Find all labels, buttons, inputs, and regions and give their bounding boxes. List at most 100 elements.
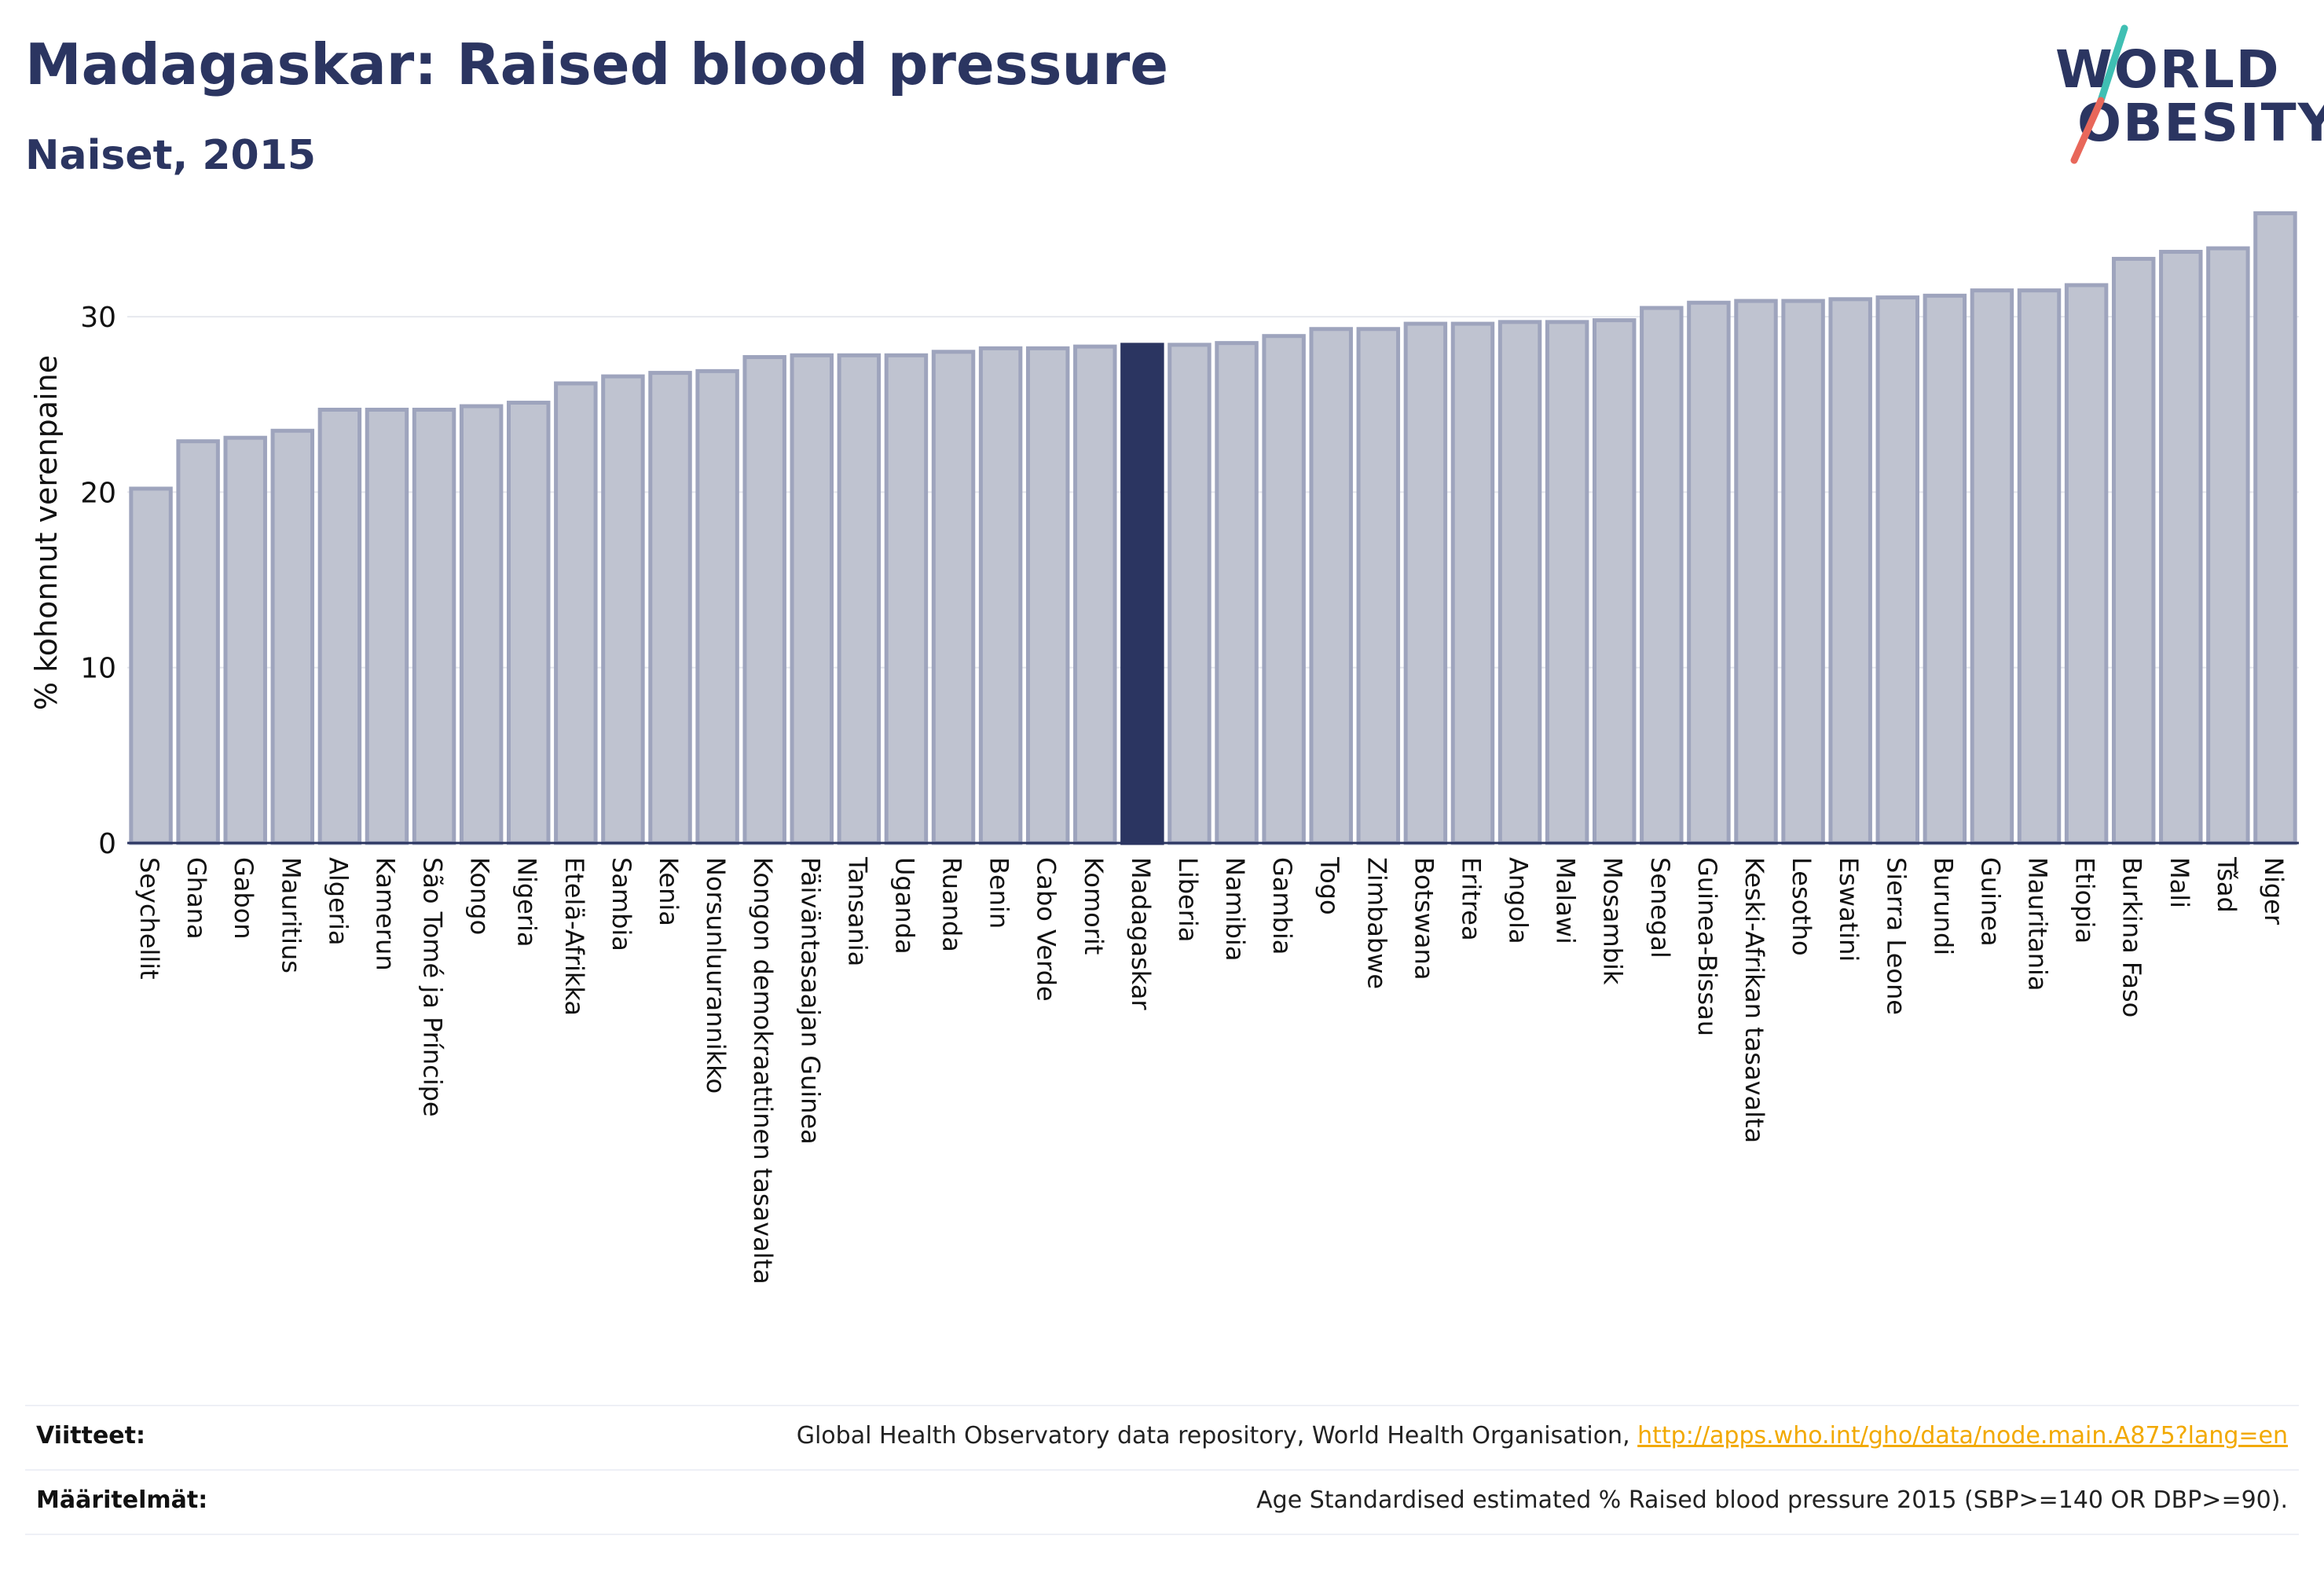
x-tick-label: Tansania [842,856,872,966]
bar [1403,321,1448,845]
definitions-row: Määritelmät: Age Standardised estimated … [25,1469,2299,1535]
x-tick-label: Angola [1504,857,1534,944]
x-tick-labels: Seychellit Ghana Gabon Mauritius Algeria Kame… [134,856,2289,1285]
bar [2064,283,2109,845]
x-tick-label: Komorit [1079,857,1109,955]
x-tick-label: Gambia [1267,857,1297,955]
x-tick-label: Etelä-Afrikka [559,857,589,1016]
logo-slash-icon [2070,24,2128,164]
y-tick-label: 30 [80,302,116,334]
x-tick-label: Mauritius [276,857,306,973]
x-tick-label: Eswatini [1834,857,1864,962]
y-tick-label: 0 [98,828,116,860]
x-tick-label: Kenia [654,857,684,926]
bar [884,353,929,845]
bar [507,401,551,845]
definitions-label: Määritelmät: [36,1486,208,1514]
x-tick-label: Kongo [465,857,495,935]
bar [1970,288,2014,845]
x-tick-label: Sambia [607,857,636,951]
bar [601,374,645,845]
x-tick-label: Eritrea [1456,857,1486,941]
logo-text-line1: WORLD [2055,39,2281,100]
bar [1025,346,1070,845]
bar [270,428,315,845]
bar [1356,327,1401,845]
bar [1593,318,1637,845]
x-tick-label: Sierra Leone [1881,857,1911,1015]
bar [931,350,976,845]
x-tick-label: Keski-Afrikan tasavalta [1739,857,1769,1143]
bar [1262,334,1306,845]
x-tick-label: Kongon demokraattinen tasavalta [748,857,778,1285]
x-tick-label: Malawi [1551,857,1581,944]
bar [837,353,882,845]
bar [2111,256,2156,845]
bar [1450,321,1495,845]
bar [1120,343,1164,845]
bar [1309,327,1353,845]
bar [1545,320,1589,845]
x-tick-label: Guinea [1975,857,2005,947]
bar [129,486,173,845]
bar [176,439,220,845]
x-tick-label: Namibia [1220,857,1250,961]
x-tick-label: Mosambik [1598,857,1628,985]
page-title: Madagaskar: Raised blood pressure [25,31,1169,97]
x-tick-label: Kamerun [370,857,400,971]
definitions-text: Age Standardised estimated % Raised bloo… [1256,1486,2288,1514]
x-tick-label: Norsunluurannikko [701,857,731,1094]
x-tick-label: Mali [2165,857,2194,908]
page-subtitle: Naiset, 2015 [25,132,317,179]
x-tick-label: Etiopia [2070,857,2100,944]
bar [1687,300,1731,845]
x-tick-label: Mauritania [2023,857,2053,991]
x-tick-label: Benin [984,857,1014,929]
bar [2017,288,2062,845]
bar [2206,246,2250,845]
x-tick-label: Päiväntasaajan Guinea [795,857,825,1145]
bar [1923,293,1967,845]
references-link[interactable]: http://apps.who.int/gho/data/node.main.A… [1637,1422,2288,1450]
x-tick-label: Ruanda [937,857,967,952]
bar [2159,250,2203,845]
y-axis-label: % kohonnut verenpaine [29,355,64,710]
x-tick-label: Nigeria [512,857,542,947]
bar [223,435,267,845]
references-text-wrap: Global Health Observatory data repositor… [797,1422,2288,1450]
x-tick-label: Senegal [1645,857,1675,958]
x-tick-label: Uganda [889,857,919,955]
world-obesity-logo: WORLD OBESITY [2051,22,2324,171]
bar [2253,211,2297,845]
x-tick-label: Algeria [323,857,353,945]
x-tick-label: Togo [1314,856,1344,915]
axes: 0 10 20 30 [80,302,2299,860]
x-tick-label: Burundi [1928,857,1958,955]
x-tick-label: São Tomé ja Príncipe [418,857,448,1117]
bar [1734,299,1778,845]
bar [790,353,834,845]
bar [554,381,598,845]
bar-chart: 0 10 20 30 Seychellit Ghana Gabon Mauritius Alg… [29,211,2299,1285]
y-tick-label: 20 [80,477,116,509]
bar [1640,306,1684,845]
logo-text-line2: OBESITY [2077,93,2324,153]
x-tick-label: Seychellit [134,857,164,980]
x-tick-label: Cabo Verde [1032,857,1061,1002]
bar [317,407,362,845]
bar [1073,344,1117,845]
bar [695,368,739,845]
bar [648,371,692,845]
x-tick-label: Liberia [1173,857,1203,942]
x-tick-label: Niger [2259,857,2289,925]
x-tick-label: Madagaskar [1126,857,1156,1010]
references-label: Viitteet: [36,1422,145,1450]
x-tick-label: Guinea-Bissau [1692,857,1722,1036]
bars [129,211,2297,845]
x-tick-label: Gabon [229,857,258,940]
bar [1167,343,1211,845]
references-text: Global Health Observatory data repositor… [796,1422,1638,1450]
bar [412,407,456,845]
bar [1781,299,1825,845]
bar [1875,295,1919,845]
